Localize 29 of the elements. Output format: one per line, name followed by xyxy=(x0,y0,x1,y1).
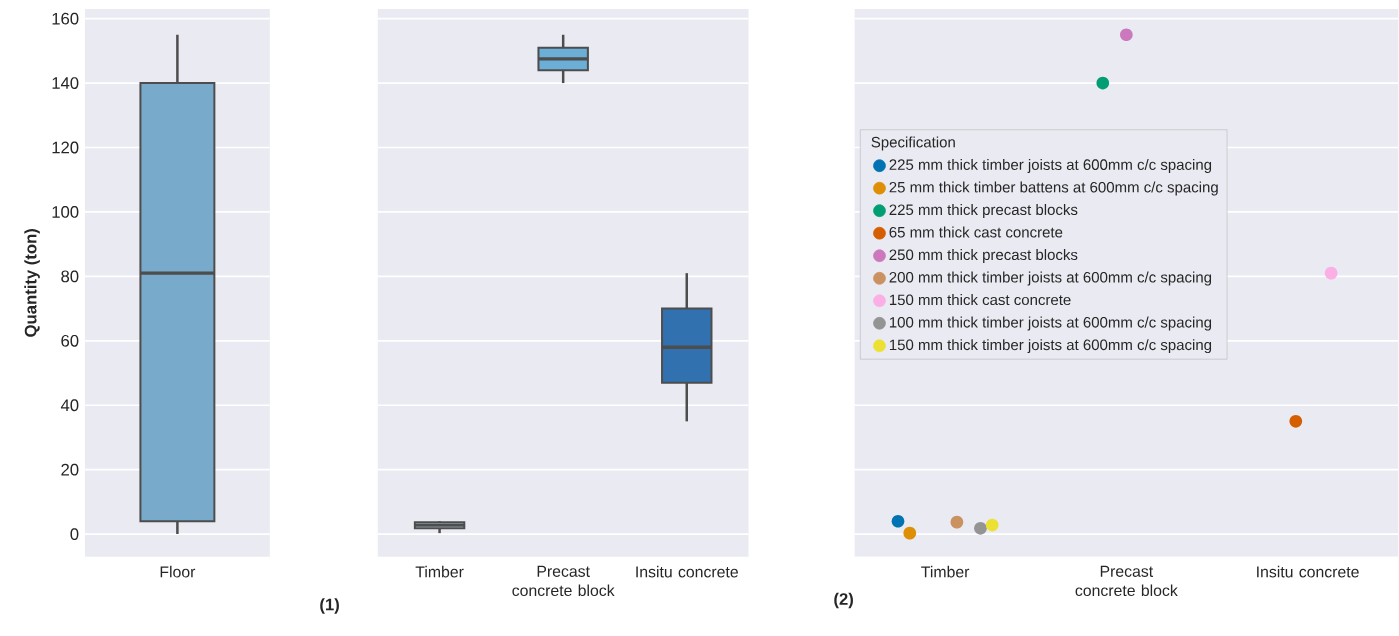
legend-label: 225 mm thick precast blocks xyxy=(889,204,1078,219)
legend-label: 25 mm thick timber battens at 600mm c/c spacing xyxy=(889,181,1218,196)
legend-title: Specification xyxy=(871,136,955,151)
legend-label: 150 mm thick timber joists at 600mm c/c spacing xyxy=(889,339,1212,354)
y-tick-label: 160 xyxy=(52,12,79,25)
legend-label: 250 mm thick precast blocks xyxy=(889,249,1078,264)
y-tick-label: 80 xyxy=(61,270,79,283)
x-tick-label: Insitu concrete xyxy=(636,566,738,578)
y-tick-label: 140 xyxy=(52,77,79,90)
text: (2) xyxy=(834,592,853,609)
legend-label: 225 mm thick timber joists at 600mm c/c spacing xyxy=(889,159,1212,174)
legend-label: 200 mm thick timber joists at 600mm c/c spacing xyxy=(889,271,1212,286)
y-tick-label: 20 xyxy=(61,463,79,476)
legend-label: 150 mm thick cast concrete xyxy=(889,294,1071,306)
y-tick-label: 120 xyxy=(52,141,79,154)
x-tick-label: Precast concrete block xyxy=(512,566,615,597)
y-tick-label: 40 xyxy=(60,399,79,412)
y-axis-title: Quantity (ton) xyxy=(24,229,40,337)
y-tick-label: 100 xyxy=(52,206,79,219)
x-tick-label: Timber xyxy=(921,566,970,578)
text: (1) xyxy=(320,598,339,614)
legend-label: 100 mm thick timber joists at 600mm c/c spacing xyxy=(889,316,1212,331)
y-tick-label: 0 xyxy=(70,528,79,541)
x-tick-label: Insitu concrete xyxy=(1257,566,1359,578)
x-tick-label: Floor xyxy=(160,566,196,578)
x-tick-label: Precast concrete block xyxy=(1075,566,1178,597)
legend-label: 65 mm thick cast concrete xyxy=(889,226,1063,238)
x-tick-label: Timber xyxy=(415,566,464,578)
y-tick-label: 60 xyxy=(61,335,79,347)
